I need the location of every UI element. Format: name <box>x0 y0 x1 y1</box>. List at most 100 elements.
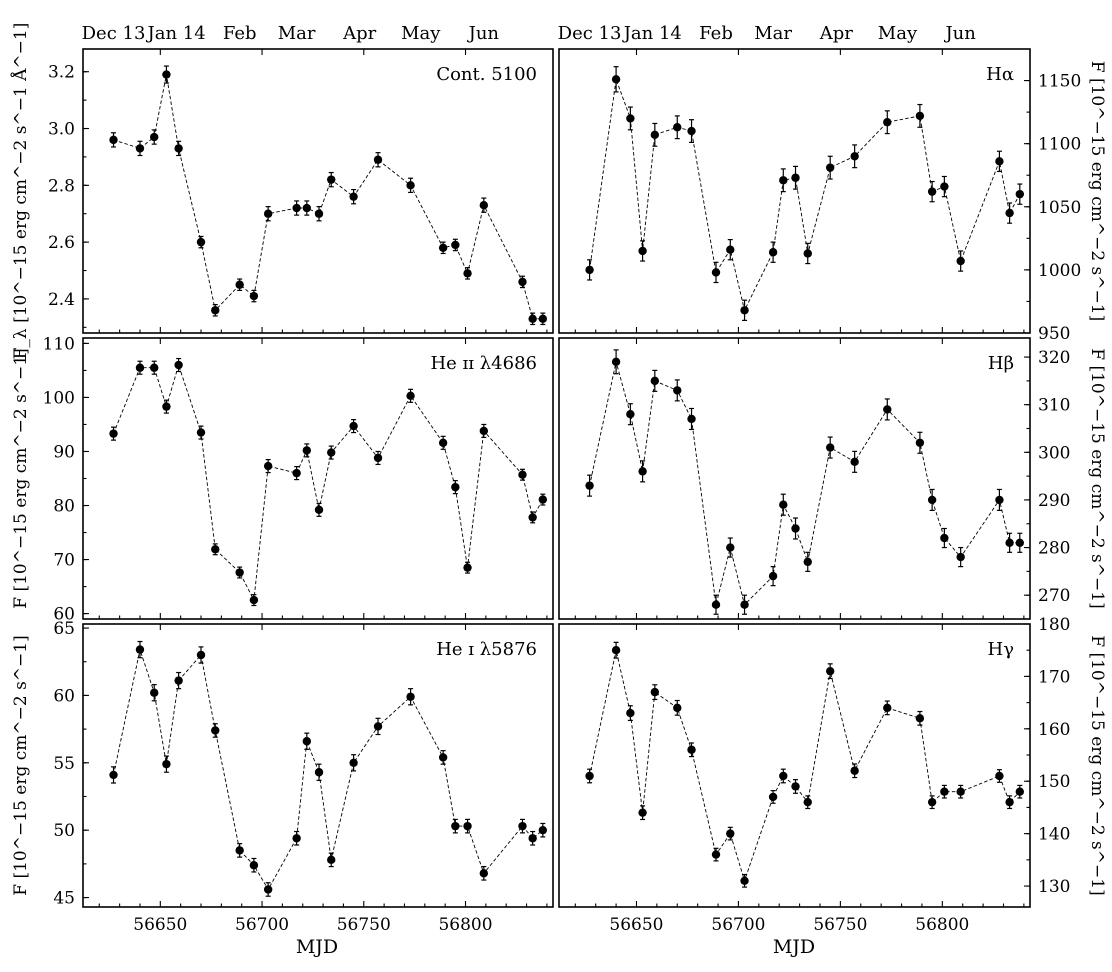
top-axis-month-label: Dec 13 <box>558 23 622 44</box>
panel-6-data-point <box>915 714 925 723</box>
panel-6-x-tick-label: 56800 <box>915 915 969 935</box>
panel-2-data-point <box>883 118 892 127</box>
panel-3-data-point <box>302 446 312 455</box>
panel-3-y-tick-label: 100 <box>43 388 75 408</box>
panel-2-y-tick-label: 1050 <box>1038 198 1081 218</box>
panel-3-data-point <box>109 429 118 438</box>
panel-4-y-tick-label: 320 <box>1038 348 1070 368</box>
panel-3-data-point <box>235 568 244 577</box>
panel-1-y-tick-label: 2.8 <box>48 176 75 196</box>
panel-2-data-point <box>956 256 965 266</box>
panel-4-data-point <box>995 495 1004 505</box>
panel-5-data-point <box>211 726 220 735</box>
top-axis-month-label: Mar <box>278 23 316 44</box>
panel-6-y-tick-label: 180 <box>1038 615 1070 635</box>
x-axis-label-left: MJD <box>296 936 338 958</box>
panel-1-data-point <box>349 192 358 201</box>
panel-5-data-point <box>302 737 312 746</box>
panel-3-data-point <box>479 426 489 436</box>
panel-2-data-point <box>611 75 621 84</box>
panel-4-data-point <box>650 376 660 386</box>
panel-4-data-point <box>791 524 800 533</box>
panel-6-data-point <box>650 687 660 697</box>
panel-1-data-point <box>249 291 259 301</box>
panel-5-data-point <box>438 753 448 762</box>
panel-1-y-tick-label: 2.4 <box>48 290 75 310</box>
panel-5-data-point <box>196 650 206 660</box>
panel-4-data-point <box>726 543 735 552</box>
panel-2-y-tick-label: 950 <box>1038 324 1070 344</box>
panel-4-data-point <box>768 571 778 581</box>
top-axis-month-label: May <box>401 23 441 44</box>
panel-3-y-tick-label: 110 <box>43 334 75 354</box>
panel-5-data-point <box>135 645 145 654</box>
x-axis-label-right: MJD <box>773 936 815 958</box>
panel-4-data-point <box>611 357 621 367</box>
panel-5-data-point <box>109 770 118 780</box>
panel-6-data-point <box>626 708 635 718</box>
panel-6-x-tick-label: 56700 <box>711 915 765 935</box>
panel-2-y-tick-label: 1150 <box>1038 72 1081 92</box>
panel-2-y-axis-label: F [10^−15 erg cm^−2 s^−1] <box>1087 61 1107 321</box>
panel-3-label: He ɪɪ λ4686 <box>430 353 537 374</box>
top-axis-month-label: Apr <box>342 23 377 44</box>
panel-5-data-point <box>263 885 273 894</box>
panel-6-data-point <box>585 771 594 781</box>
panel-4-data-point <box>626 410 635 419</box>
panel-3-data-point <box>150 363 159 372</box>
panel-1-frame <box>82 48 554 334</box>
panel-3-data-point <box>263 461 273 471</box>
panel-1-data-point <box>263 209 273 218</box>
panel-1-data-point <box>314 209 324 218</box>
panel-3-data-point <box>373 453 383 463</box>
panel-6-data-point <box>711 850 721 859</box>
panel-3-data-point <box>538 495 548 504</box>
panel-4-y-tick-label: 300 <box>1038 443 1070 463</box>
top-axis-month-label: Feb <box>699 23 733 44</box>
panel-2-data-point <box>850 152 859 161</box>
panel-3-data-point <box>135 363 145 372</box>
panel-5-data-point <box>528 834 537 843</box>
panel-1-data-point <box>174 144 183 153</box>
panel-2-series-line <box>589 79 1021 312</box>
panel-5-data-point <box>451 821 460 831</box>
panel-1-y-tick-label: 2.6 <box>48 233 75 253</box>
panel-3-frame <box>82 337 554 620</box>
panel-1-y-tick-label: 3.2 <box>48 63 75 83</box>
panel-3-data-point <box>518 470 527 479</box>
panel-4-data-point <box>779 500 788 509</box>
panel-4-data-point <box>850 457 859 467</box>
panel-2-data-point <box>803 249 812 258</box>
panel-5-data-point <box>174 676 183 685</box>
panel-5-x-tick-label: 56650 <box>133 915 187 935</box>
panel-4-data-point <box>940 533 949 543</box>
panel-3-y-axis-label: F [10^−15 erg cm^−2 s^−1] <box>11 348 31 608</box>
panel-4-data-point <box>711 600 721 609</box>
panel-6-y-tick-label: 170 <box>1038 667 1070 687</box>
panel-6-data-point <box>611 646 621 655</box>
top-axis-month-label: Jun <box>943 23 976 44</box>
panel-2-data-point <box>791 173 800 182</box>
panel-2-data-point <box>687 126 696 136</box>
top-axis-month-label: Feb <box>223 23 257 44</box>
panel-4-y-axis-label: F [10^−15 erg cm^−2 s^−1] <box>1087 348 1107 608</box>
panel-3-y-tick-label: 70 <box>53 551 75 571</box>
panel-4-data-point <box>673 386 682 395</box>
panel-1-data-point <box>479 201 489 210</box>
panel-3-data-point <box>314 505 324 515</box>
panel-2-y-tick-label: 1100 <box>1038 135 1081 155</box>
data-layer <box>109 65 1025 897</box>
panel-5-x-tick-label: 56750 <box>337 915 391 935</box>
panel-6-data-point <box>956 787 965 796</box>
panel-6-data-point <box>726 829 735 838</box>
panel-6-data-point <box>940 787 949 796</box>
panel-3-data-point <box>451 482 460 492</box>
panel-3-data-point <box>196 428 206 437</box>
panel-5-data-point <box>314 768 324 777</box>
panel-1-data-point <box>518 277 527 287</box>
panel-1-data-point <box>211 306 220 315</box>
panel-1-data-point <box>327 175 336 184</box>
panel-6-label: Hγ <box>988 639 1014 660</box>
panel-6-data-point <box>768 792 778 802</box>
